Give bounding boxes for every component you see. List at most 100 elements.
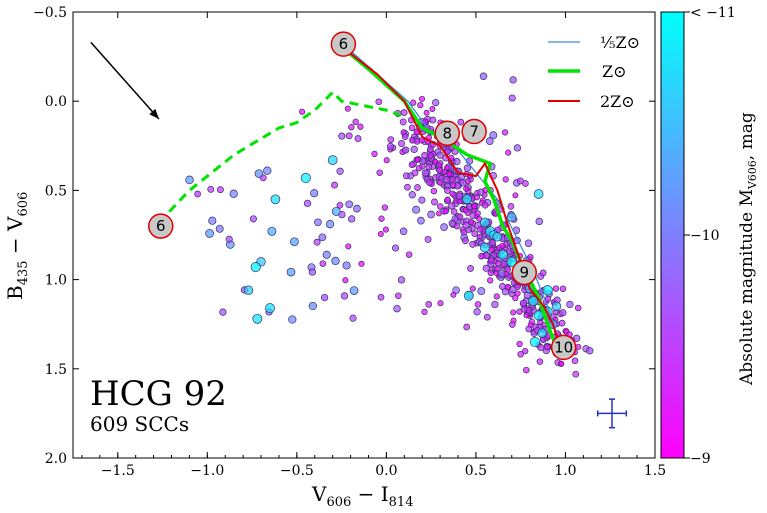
x-axis-label: V606 − I814	[311, 482, 413, 510]
scc-point	[425, 301, 433, 308]
track-solar	[335, 40, 559, 349]
legend-label-double-solar: 2Z⊙	[600, 92, 635, 111]
scc-point	[492, 232, 503, 242]
scc-point	[331, 181, 338, 189]
scc-point	[574, 304, 582, 312]
scc-point	[300, 172, 311, 183]
scc-point	[517, 351, 524, 358]
colorbar-ticks: < −11 −10 −9	[684, 5, 736, 467]
scc-point	[349, 314, 357, 322]
scc-point	[523, 366, 530, 374]
age-marker: 10	[550, 334, 577, 361]
scc-point	[391, 244, 400, 252]
scc-point	[522, 347, 529, 355]
scc-point	[429, 106, 436, 112]
scc-point	[481, 202, 489, 209]
x-tick-label: 0.5	[465, 463, 487, 479]
scc-point	[463, 164, 472, 172]
track-fifth-solar	[346, 47, 558, 334]
scc-point	[413, 138, 421, 145]
scc-point	[512, 192, 519, 199]
scc-point	[401, 133, 409, 140]
scc-point	[313, 238, 321, 246]
scc-point	[489, 131, 498, 140]
scc-point	[427, 152, 434, 159]
scc-point	[423, 109, 430, 116]
scc-point	[501, 129, 509, 136]
scc-point	[442, 207, 449, 215]
scc-point	[421, 169, 430, 177]
scc-point	[559, 285, 567, 293]
scc-point	[432, 158, 439, 165]
error-bar	[596, 398, 628, 429]
scc-point	[525, 307, 533, 314]
track-solar-dashed	[157, 90, 402, 224]
scc-point	[404, 183, 411, 191]
scc-point	[303, 199, 312, 208]
scc-point	[414, 184, 421, 191]
scc-point	[527, 321, 534, 328]
scc-point	[399, 227, 408, 236]
scc-point	[497, 249, 508, 260]
scc-point	[382, 226, 389, 233]
scc-point	[432, 98, 440, 107]
legend: ⅕Z⊙ Z⊙ 2Z⊙	[548, 33, 640, 111]
scc-point	[345, 243, 352, 250]
scc-point	[444, 196, 451, 203]
scc-point	[485, 137, 494, 145]
colorbar-label: Absolute magnitude MV606, mag	[737, 112, 759, 386]
scc-point	[427, 210, 435, 219]
scc-point	[479, 242, 490, 253]
age-markers: 6 6 8 7 9 10	[147, 31, 577, 361]
scc-point	[506, 256, 517, 267]
scc-point	[440, 223, 448, 231]
y-tick-label: 2.0	[45, 451, 67, 467]
scc-point	[349, 286, 359, 295]
scc-point	[471, 203, 478, 210]
scc-point	[415, 164, 423, 172]
scc-point	[418, 196, 426, 204]
x-tick-label: −0.5	[280, 463, 314, 479]
scc-point	[377, 293, 385, 301]
scc-point	[463, 185, 470, 192]
scc-point	[345, 132, 353, 140]
age-marker-label: 8	[442, 124, 452, 142]
x-tick-label: −1.5	[101, 463, 135, 479]
scc-point	[474, 210, 481, 217]
x-tick-label: −1.0	[190, 463, 224, 479]
scc-point	[352, 118, 359, 126]
scc-point	[436, 203, 444, 210]
scc-point	[425, 163, 433, 171]
scc-point	[487, 257, 495, 264]
scc-point	[482, 264, 490, 272]
scc-point	[491, 300, 499, 309]
age-marker-circle	[330, 31, 357, 57]
scc-point	[443, 176, 451, 184]
age-marker: 7	[461, 118, 487, 145]
scc-point	[508, 94, 516, 102]
scc-point	[325, 220, 335, 229]
age-marker-circle	[147, 213, 174, 239]
age-marker-circle	[550, 334, 577, 361]
scc-point	[522, 180, 529, 187]
age-marker-label: 7	[469, 123, 479, 141]
age-marker-circle	[434, 120, 461, 147]
scc-point	[378, 215, 385, 222]
scc-point	[476, 226, 484, 233]
scc-point	[467, 219, 475, 226]
scc-point	[344, 105, 351, 112]
scc-point	[474, 301, 482, 308]
scc-point	[455, 192, 464, 200]
y-tick-label: 0.0	[45, 94, 67, 110]
scc-point	[479, 72, 488, 81]
scc-point	[229, 189, 238, 198]
scc-point	[471, 230, 479, 237]
scc-point	[411, 169, 419, 177]
scc-point	[536, 358, 544, 365]
scc-point	[510, 309, 517, 316]
scc-point	[586, 347, 594, 355]
scc-point	[507, 203, 515, 210]
scc-point	[308, 301, 317, 311]
scc-point	[319, 260, 327, 267]
scc-point	[461, 237, 469, 245]
